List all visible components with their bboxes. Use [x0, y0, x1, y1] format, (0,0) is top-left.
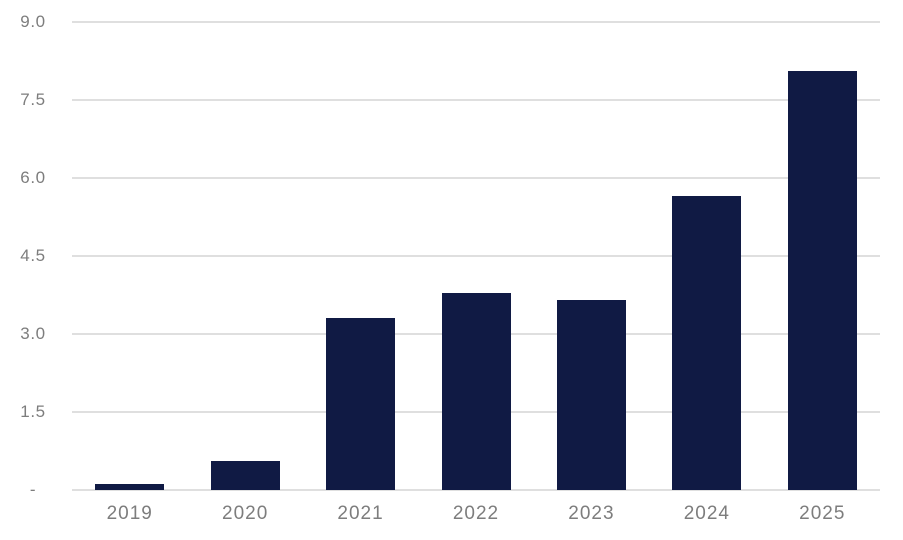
x-axis-tick-label-2025: 2025: [799, 503, 846, 524]
y-axis-tick-label: 4.5: [20, 246, 46, 265]
bar-2021: [326, 318, 396, 490]
y-axis-tick-label: -: [29, 480, 37, 499]
y-axis-tick-label: 9.0: [20, 12, 46, 31]
x-axis-tick-label-2023: 2023: [568, 503, 615, 524]
gridline-y-7.5: [72, 99, 880, 101]
x-axis-tick-label-2024: 2024: [683, 503, 730, 524]
bar-2025: [787, 71, 857, 490]
y-axis-tick-label: 7.5: [20, 90, 46, 109]
x-axis-tick-label-2019: 2019: [106, 503, 153, 524]
gridline-y-9.0: [72, 21, 880, 23]
bar-2024: [672, 196, 742, 490]
gridline-y-6.0: [72, 177, 880, 179]
y-axis-tick-label: 6.0: [20, 168, 46, 187]
gridline-y-4.5: [72, 255, 880, 257]
bar-2022: [441, 293, 511, 490]
bar-2019: [95, 483, 165, 490]
x-axis-tick-label-2022: 2022: [452, 503, 500, 524]
x-axis-tick-label-2020: 2020: [222, 503, 269, 524]
bar-2023: [556, 300, 626, 490]
y-axis-tick-label: 1.5: [20, 402, 46, 421]
x-axis-tick-label-2021: 2021: [337, 503, 384, 524]
gridline-y--: [72, 489, 880, 491]
y-axis-tick-label: 3.0: [20, 324, 46, 343]
bar-2020: [210, 461, 280, 490]
